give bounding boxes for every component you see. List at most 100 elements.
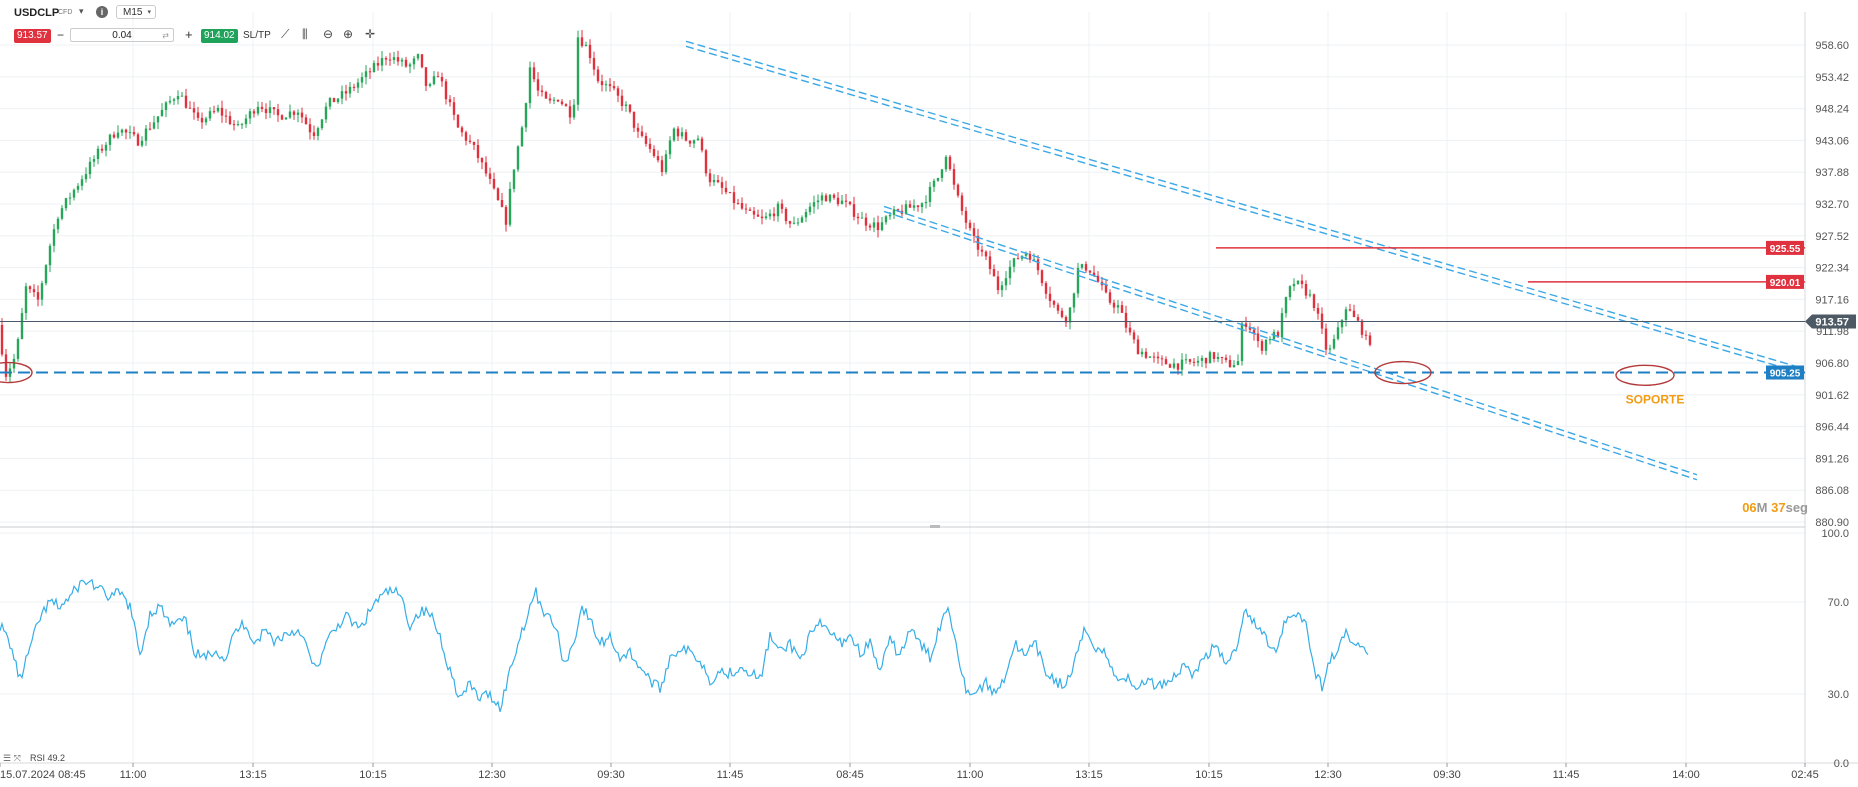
candle-body <box>592 58 596 70</box>
candle-body <box>4 354 8 377</box>
candle-body <box>1280 313 1284 338</box>
candle-body <box>1184 359 1188 361</box>
candle-body <box>144 128 148 141</box>
quantity-value: 0.04 <box>112 30 132 41</box>
candle-body <box>176 96 180 100</box>
candle-body <box>388 59 392 61</box>
candle-body <box>500 200 504 207</box>
candle-body <box>12 358 16 369</box>
price-axis-label: 953.42 <box>1815 72 1849 84</box>
symbol-name[interactable]: USDCLP <box>14 7 60 19</box>
price-axis-label: 901.62 <box>1815 390 1849 402</box>
crosshair-icon[interactable]: ✛ <box>365 27 376 41</box>
candle-body <box>696 138 700 141</box>
candle-body <box>296 112 300 115</box>
zoom-in-icon[interactable]: ⊕ <box>343 27 354 41</box>
zoom-out-icon[interactable]: ⊖ <box>323 27 334 41</box>
candle-body <box>464 132 468 141</box>
candle-body <box>1364 334 1368 336</box>
pane-resize-handle[interactable] <box>930 525 940 528</box>
candle-body <box>1224 357 1228 360</box>
sltp-button[interactable]: SL/TP <box>243 30 271 41</box>
candle-body <box>408 64 412 67</box>
candle-body <box>964 210 968 223</box>
time-axis-label: 11:00 <box>120 769 147 781</box>
candle-body <box>328 97 332 107</box>
candle-body <box>1160 358 1164 360</box>
candle-body <box>392 57 396 60</box>
candle-body <box>1124 312 1128 328</box>
buy-price-button[interactable]: 914.02 <box>201 29 238 43</box>
candle-body <box>320 119 324 129</box>
candle-body <box>396 57 400 62</box>
candle-body <box>896 209 900 211</box>
candle-body <box>1060 310 1064 317</box>
time-axis-label: 15.07.2024 08:45 <box>0 769 86 781</box>
candle-body <box>1268 339 1272 341</box>
line-chart-icon[interactable]: ⟋ <box>281 27 290 41</box>
price-axis-label: 886.08 <box>1815 485 1849 497</box>
candle-body <box>1316 307 1320 314</box>
candle-body <box>676 128 680 137</box>
resistance-price-tag <box>1766 274 1804 289</box>
candle-body <box>1256 333 1260 342</box>
candle-body <box>520 127 524 147</box>
quantity-input[interactable]: 0.04 ⇄ <box>70 28 174 42</box>
candle-body <box>260 106 264 109</box>
time-axis-label: 11:45 <box>717 769 744 781</box>
candle-body <box>476 144 480 159</box>
candle-body <box>756 214 760 217</box>
candle-body <box>136 134 140 146</box>
candle-body <box>936 177 940 181</box>
sell-price-button[interactable]: 913.57 <box>14 29 51 43</box>
candle-body <box>132 132 136 135</box>
info-icon[interactable]: i <box>96 6 108 18</box>
channel-upper-line <box>685 45 1796 372</box>
candle-body <box>844 200 848 202</box>
candles-icon[interactable]: ⫼ <box>302 27 308 41</box>
candle-body <box>504 206 508 225</box>
candle-body <box>828 194 832 202</box>
candle-body <box>620 95 624 107</box>
candle-body <box>496 188 500 201</box>
candle-body <box>860 217 864 219</box>
candle-body <box>552 99 556 101</box>
candle-body <box>1052 301 1056 305</box>
candle-body <box>152 122 156 129</box>
candle-body <box>452 102 456 115</box>
candle-body <box>140 140 144 146</box>
candle-body <box>216 107 220 112</box>
candle-body <box>64 198 68 209</box>
candle-body <box>1340 320 1344 328</box>
candle-body <box>1176 363 1180 370</box>
candle-body <box>1288 286 1292 298</box>
candle-body <box>384 58 388 60</box>
candle-body <box>600 81 604 86</box>
candle-body <box>468 140 472 142</box>
symbol-dropdown-icon[interactable]: ▾ <box>79 6 84 16</box>
time-axis-label: 11:45 <box>1553 769 1580 781</box>
candle-body <box>612 86 616 89</box>
candle-body <box>644 135 648 144</box>
candle-body <box>236 124 240 126</box>
decrease-quantity-button[interactable]: − <box>57 28 65 42</box>
candle-body <box>1216 356 1220 360</box>
rsi-legend: RSI 49.2 <box>30 753 65 763</box>
candle-body <box>280 115 284 120</box>
candle-body <box>220 107 224 116</box>
candle-body <box>836 197 840 205</box>
time-axis-label: 12:30 <box>1314 769 1342 781</box>
candle-body <box>172 99 176 101</box>
candle-body <box>876 222 880 231</box>
candle-body <box>440 77 444 82</box>
price-axis-label: 922.34 <box>1815 263 1849 275</box>
candle-body <box>288 111 292 118</box>
candle-body <box>672 128 676 141</box>
timeframe-select[interactable]: M15 ▾ <box>116 5 156 19</box>
channel-lower-line <box>883 205 1698 476</box>
candle-body <box>780 203 784 209</box>
increase-quantity-button[interactable]: + <box>185 27 193 42</box>
candle-body <box>992 269 996 277</box>
